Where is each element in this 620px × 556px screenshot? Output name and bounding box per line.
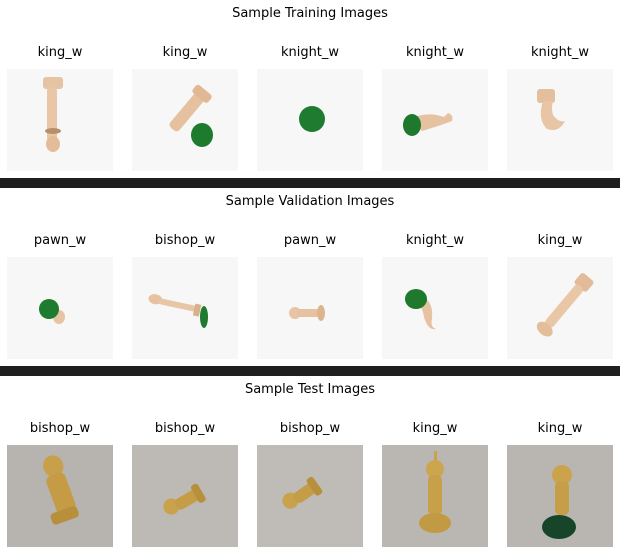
image-cell: knight_w [504, 45, 616, 175]
chess-piece-image [507, 69, 613, 171]
validation-panel-title: Sample Validation Images [225, 194, 395, 209]
image-label: pawn_w [33, 233, 87, 248]
image-cell: king_w [129, 45, 241, 175]
validation-image-grid: pawn_w bishop_w [0, 233, 620, 363]
image-label: bishop_w [279, 421, 341, 436]
test-image-grid: bishop_w bishop_w [0, 421, 620, 551]
image-cell: pawn_w [254, 233, 366, 363]
image-label: knight_w [280, 45, 340, 60]
chess-piece-photo [7, 445, 113, 547]
chess-piece-image [507, 257, 613, 359]
image-label: bishop_w [154, 233, 216, 248]
chess-piece-image [382, 69, 488, 171]
image-cell: king_w [379, 421, 491, 551]
chess-piece-photo [132, 445, 238, 547]
image-cell: king_w [504, 233, 616, 363]
test-panel-title: Sample Test Images [244, 382, 376, 397]
chess-piece-image [382, 257, 488, 359]
image-cell: knight_w [379, 45, 491, 175]
image-cell: bishop_w [129, 421, 241, 551]
chess-piece-image [132, 257, 238, 359]
test-panel: Sample Test Images bishop_w bishop_w [0, 376, 620, 556]
image-label: king_w [412, 421, 458, 436]
image-label: knight_w [405, 233, 465, 248]
image-cell: king_w [4, 45, 116, 175]
chess-piece-photo [382, 445, 488, 547]
chess-piece-photo [507, 445, 613, 547]
chess-piece-image [257, 257, 363, 359]
image-cell: king_w [504, 421, 616, 551]
image-cell: bishop_w [129, 233, 241, 363]
training-panel: Sample Training Images king_w king_w [0, 0, 620, 178]
chess-piece-image [132, 69, 238, 171]
image-label: king_w [537, 421, 583, 436]
chess-piece-photo [257, 445, 363, 547]
image-label: king_w [537, 233, 583, 248]
image-cell: knight_w [379, 233, 491, 363]
image-cell: bishop_w [254, 421, 366, 551]
image-label: knight_w [530, 45, 590, 60]
image-cell: bishop_w [4, 421, 116, 551]
image-cell: knight_w [254, 45, 366, 175]
validation-panel: Sample Validation Images pawn_w bishop_w [0, 188, 620, 366]
chess-piece-image [257, 69, 363, 171]
image-label: knight_w [405, 45, 465, 60]
training-panel-title: Sample Training Images [232, 6, 388, 21]
chess-piece-image [7, 69, 113, 171]
image-label: bishop_w [154, 421, 216, 436]
image-label: pawn_w [283, 233, 337, 248]
image-label: king_w [37, 45, 83, 60]
training-image-grid: king_w king_w [0, 45, 620, 175]
chess-piece-image [7, 257, 113, 359]
image-label: bishop_w [29, 421, 91, 436]
image-cell: pawn_w [4, 233, 116, 363]
image-label: king_w [162, 45, 208, 60]
